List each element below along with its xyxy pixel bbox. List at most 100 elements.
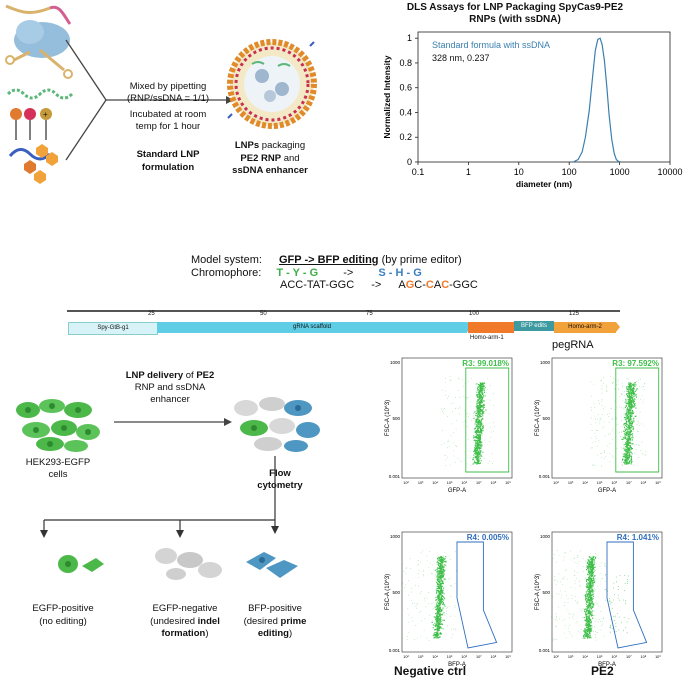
hek-cells-icon — [16, 399, 100, 452]
flow-x-tick-label: 10⁵ — [597, 655, 603, 659]
pegrna-tick: 125 — [569, 311, 580, 317]
dls-y-tick-label: 0.6 — [399, 83, 412, 93]
dls-legend-stats: 328 nm, 0.237 — [432, 53, 490, 63]
flow-gate-r3 — [615, 367, 660, 473]
chromophore-arrow: -> — [343, 266, 354, 279]
seq-to-c1: C — [425, 279, 434, 291]
out2-line2: (undesired indel — [130, 616, 240, 629]
seq-to-a: A — [398, 279, 406, 291]
dls-x-axis-label: diameter (nm) — [516, 179, 572, 189]
out3-line2-pre: (desired — [243, 615, 281, 627]
lnp-delivery-line1: LNP delivery of PE2 — [110, 370, 230, 382]
lnp-result-line1-bold: LNPs — [234, 140, 260, 151]
hek-line2: cells — [48, 469, 68, 480]
pegrna-segment-arm2: Homo-arm-2 — [554, 322, 616, 333]
seq-to-c2: C — [441, 279, 450, 291]
flow-gate-label: R4: 0.005% — [467, 533, 509, 542]
dls-title-line2: RNPs (with ssDNA) — [469, 14, 561, 25]
flow-gate-r4 — [456, 541, 498, 649]
flow-x-axis-label: BFP-A — [598, 662, 616, 668]
seq-to-a2: A — [433, 279, 442, 291]
flow-x-tick-label: 10⁷ — [626, 481, 632, 485]
flow-x-tick-label: 10⁶ — [461, 481, 467, 485]
dls-plot-frame — [417, 31, 671, 163]
flow-x-tick-label: 10⁴ — [432, 481, 438, 485]
out2-line3-post: ) — [205, 628, 209, 639]
flow-x-axis-label: BFP-A — [448, 662, 466, 668]
flow-y-tick-label: 500 — [542, 416, 550, 421]
flow-y-tick-label: 1000 — [540, 360, 551, 365]
flow-x-tick-label: 10⁷ — [476, 655, 482, 659]
lnp-delivery-line2: RNP and ssDNA — [134, 382, 206, 393]
mixed-label: Mixed by pipetting (RNP/ssDNA = 1/1) — [108, 81, 228, 105]
lnp-delivery-bold: LNP delivery — [125, 370, 184, 381]
lnp-delivery-pe2: PE2 — [196, 370, 215, 381]
dls-title-line1: DLS Assays for LNP Packaging SpyCas9-PE2 — [406, 2, 624, 13]
pegrna-tick: 50 — [260, 311, 267, 317]
dls-y-axis-label: Normalized Intensity — [382, 55, 392, 138]
flow-x-axis-label: GFP-A — [598, 488, 616, 494]
standard-lnp-label: Standard LNP formulation — [108, 148, 228, 174]
out1-line2: (no editing) — [39, 615, 87, 627]
flow-y-tick-label: 500 — [542, 590, 550, 595]
flow-x-tick-label: 10³ — [418, 481, 424, 485]
flow-x-tick-label: 10⁶ — [461, 655, 467, 659]
flow-x-tick-label: 10⁶ — [611, 655, 617, 659]
flow-dense-dots — [621, 382, 638, 465]
lnp-result-line2-rest: and — [281, 152, 300, 164]
out3-line3-bold: editing — [257, 628, 289, 639]
flow-x-tick-label: 10⁶ — [611, 481, 617, 485]
model-system-value: GFP -> BFP editing — [278, 254, 379, 266]
mixed-cells-icon — [234, 397, 320, 452]
out3-line2: (desired prime — [225, 616, 325, 629]
chromophore-to: S - H - G — [378, 266, 422, 279]
outcome-egfp-negative: EGFP-negative (undesired indel formation… — [130, 603, 240, 641]
chromophore-from: T - Y - G — [276, 266, 319, 279]
flow-line2: cytometry — [257, 480, 303, 491]
dls-y-tick-label: 0.8 — [399, 58, 412, 68]
flow-y-tick-label: 1000 — [540, 534, 551, 539]
dls-series-line — [572, 37, 621, 163]
out3-line3-post: ) — [288, 628, 293, 639]
model-system-block: Model system: GFP -> BFP editing (by pri… — [191, 254, 478, 292]
lnp-delivery-line3: enhancer — [150, 394, 190, 405]
flow-x-tick-label: 10² — [553, 481, 559, 485]
flow-dense-dots — [583, 556, 597, 639]
flow-dense-dots — [472, 382, 487, 465]
dls-y-tick-label: 0 — [407, 157, 412, 167]
model-system-label: Model system: — [191, 254, 262, 266]
flow-x-tick-label: 10³ — [418, 655, 424, 659]
mixed-line2: (RNP/ssDNA = 1/1) — [126, 93, 210, 104]
flow-line1: Flow — [269, 468, 291, 479]
flow-x-tick-label: 10⁹ — [655, 481, 661, 485]
dls-title: DLS Assays for LNP Packaging SpyCas9-PE2… — [370, 2, 660, 26]
flow-x-tick-label: 10⁷ — [476, 481, 482, 485]
flow-y-tick-label: 0.001 — [539, 474, 551, 479]
flow-gate-r3 — [465, 367, 510, 473]
flow-x-tick-label: 10³ — [568, 655, 574, 659]
outcome-egfp-positive: EGFP-positive (no editing) — [18, 603, 108, 628]
out3-line3: editing) — [225, 628, 325, 641]
lnp-result-line1-rest: packaging — [259, 140, 306, 151]
pegrna-segment-scaffold: gRNA scaffold — [157, 322, 467, 333]
flow-x-tick-label: 10² — [403, 481, 409, 485]
pegrna-ruler — [67, 310, 620, 312]
out3-line1: BFP-positive — [248, 603, 302, 614]
flow-y-tick-label: 0.001 — [389, 474, 401, 479]
flow-x-tick-label: 10² — [403, 655, 409, 659]
dls-x-tick-label: 1 — [466, 167, 471, 177]
dls-x-tick-label: 10 — [514, 167, 524, 177]
flow-dense-dots — [431, 556, 447, 639]
bfp-positive-cells-icon — [246, 552, 298, 578]
standard-lnp-line1: Standard LNP — [136, 149, 200, 160]
flow-y-tick-label: 0.001 — [539, 648, 551, 653]
flow-plot-frame — [551, 357, 663, 479]
flow-y-tick-label: 1000 — [390, 360, 401, 365]
seq-to-end: -GGC — [449, 279, 478, 291]
flow-y-tick-label: 0.001 — [389, 648, 401, 653]
out2-line2-pre: (undesired — [150, 615, 198, 627]
dls-chart: 0.1 1 10 100 1000 10000 0 0.2 0.4 0.6 0.8 1 diameter… — [382, 31, 683, 189]
sequence-row: ACC-TAT-GGC -> AGC-CAC-GGC — [280, 279, 478, 292]
